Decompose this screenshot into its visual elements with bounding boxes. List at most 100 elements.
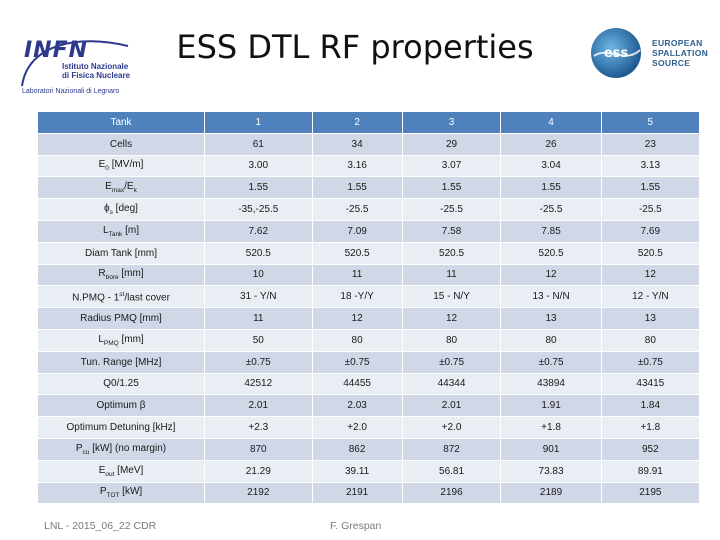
- table-cell: 1.55: [601, 177, 700, 200]
- table-cell: 15 - N/Y: [402, 286, 502, 309]
- table-cell: 2196: [402, 482, 502, 505]
- table-cell: ±0.75: [205, 351, 313, 374]
- header-cell: 2: [312, 112, 403, 134]
- table-row: ϕs [deg] -35,-25.5 -25.5 -25.5 -25.5 -25…: [38, 199, 700, 221]
- table-cell: ±0.75: [501, 351, 602, 374]
- ess-mark: ess: [604, 46, 629, 61]
- footer-date: LNL - 2015_06_22 CDR: [44, 520, 157, 532]
- table-row: Cells 61 34 29 26 23: [38, 133, 700, 156]
- row-label: PTOT [kW]: [38, 482, 205, 505]
- row-label: Optimum β: [38, 395, 205, 418]
- table-cell: 11: [205, 308, 313, 330]
- header-cell: 3: [402, 112, 502, 134]
- row-label: Rbore [mm]: [38, 264, 205, 287]
- table-cell: 61: [205, 133, 313, 156]
- table-cell: 3.04: [501, 155, 602, 178]
- ess-logo: ess EUROPEAN SPALLATION SOURCE: [582, 26, 714, 80]
- table-cell: ±0.75: [312, 351, 403, 374]
- table-row: Radius PMQ [mm] 11 12 12 13 13: [38, 308, 700, 330]
- table-cell: 31 - Y/N: [205, 286, 313, 309]
- table-row: Optimum Detuning [kHz] +2.3 +2.0 +2.0 +1…: [38, 417, 700, 439]
- table-cell: 901: [501, 438, 602, 461]
- slide-title: ESS DTL RF properties: [176, 28, 534, 66]
- table-cell: 2.01: [402, 395, 502, 418]
- table-cell: 13: [501, 308, 602, 330]
- table-cell: 23: [601, 133, 700, 156]
- table-cell: 12: [312, 308, 403, 330]
- table-cell: 56.81: [402, 460, 502, 483]
- table-cell: -25.5: [501, 199, 602, 221]
- table-cell: 2.03: [312, 395, 403, 418]
- table-cell: 12: [601, 264, 700, 287]
- row-label: Q0/1.25: [38, 373, 205, 396]
- row-label: Radius PMQ [mm]: [38, 308, 205, 330]
- footer-author: F. Grespan: [330, 520, 382, 532]
- table-row: Diam Tank [mm] 520.5 520.5 520.5 520.5 5…: [38, 242, 700, 265]
- table-cell: -25.5: [402, 199, 502, 221]
- row-label: Pcu [kW] (no margin): [38, 438, 205, 461]
- row-label: Eout [MeV]: [38, 460, 205, 483]
- infn-lab-name: Laboratori Nazionali di Legnaro: [22, 88, 120, 95]
- header-cell: 4: [501, 112, 602, 134]
- table-row: Emax/Ek 1.55 1.55 1.55 1.55 1.55: [38, 177, 700, 200]
- row-label: Tun. Range [MHz]: [38, 351, 205, 374]
- table-row: Eout [MeV] 21.29 39.11 56.81 73.83 89.91: [38, 460, 700, 483]
- table-cell: 12: [501, 264, 602, 287]
- row-label: E0 [MV/m]: [38, 155, 205, 178]
- table-cell: 13: [601, 308, 700, 330]
- table-header-row: Tank 1 2 3 4 5: [38, 112, 700, 134]
- table-row: Rbore [mm] 10 11 11 12 12: [38, 264, 700, 287]
- table-cell: 1.84: [601, 395, 700, 418]
- table-cell: 3.07: [402, 155, 502, 178]
- table-cell: +2.3: [205, 417, 313, 439]
- table-cell: 80: [312, 329, 403, 352]
- row-label: Emax/Ek: [38, 177, 205, 200]
- table-cell: 26: [501, 133, 602, 156]
- table-row: Pcu [kW] (no margin) 870 862 872 901 952: [38, 438, 700, 461]
- header-cell: Tank: [38, 112, 205, 134]
- table-cell: 29: [402, 133, 502, 156]
- table-row: LTank [m] 7.62 7.09 7.58 7.85 7.69: [38, 220, 700, 243]
- table-cell: 952: [601, 438, 700, 461]
- table-cell: 73.83: [501, 460, 602, 483]
- table-cell: ±0.75: [402, 351, 502, 374]
- infn-wordmark: INFN: [24, 38, 89, 63]
- header-cell: 1: [205, 112, 313, 134]
- table-cell: 7.85: [501, 220, 602, 243]
- table-cell: 43415: [601, 373, 700, 396]
- table-cell: 2189: [501, 482, 602, 505]
- table-row: Optimum β 2.01 2.03 2.01 1.91 1.84: [38, 395, 700, 418]
- table-cell: 862: [312, 438, 403, 461]
- table-cell: +2.0: [312, 417, 403, 439]
- table-cell: 7.58: [402, 220, 502, 243]
- table-cell: +2.0: [402, 417, 502, 439]
- table-cell: 1.55: [312, 177, 403, 200]
- table-cell: -35,-25.5: [205, 199, 313, 221]
- ess-wordmark: EUROPEAN SPALLATION SOURCE: [652, 38, 709, 68]
- table-cell: 2.01: [205, 395, 313, 418]
- table-cell: -25.5: [601, 199, 700, 221]
- table-cell: 872: [402, 438, 502, 461]
- infn-arc-icon: [21, 40, 129, 87]
- table-cell: 80: [402, 329, 502, 352]
- table-row: PTOT [kW] 2192 2191 2196 2189 2195: [38, 482, 700, 505]
- table-cell: 42512: [205, 373, 313, 396]
- table-cell: 520.5: [205, 242, 313, 265]
- table-cell: 7.62: [205, 220, 313, 243]
- table-cell: -25.5: [312, 199, 403, 221]
- table-cell: 2192: [205, 482, 313, 505]
- table-cell: 89.91: [601, 460, 700, 483]
- table-cell: 11: [312, 264, 403, 287]
- table-cell: +1.8: [601, 417, 700, 439]
- table-cell: 3.13: [601, 155, 700, 178]
- ess-globe-icon: ess: [591, 28, 641, 78]
- table-cell: 520.5: [501, 242, 602, 265]
- infn-subtitle: Istituto Nazionale di Fisica Nucleare: [62, 62, 131, 80]
- row-label: Diam Tank [mm]: [38, 242, 205, 265]
- row-label: Optimum Detuning [kHz]: [38, 417, 205, 439]
- table-row: LPMQ [mm] 50 80 80 80 80: [38, 329, 700, 352]
- row-label: LPMQ [mm]: [38, 329, 205, 352]
- table-cell: 1.91: [501, 395, 602, 418]
- table-cell: 80: [601, 329, 700, 352]
- table-cell: 1.55: [205, 177, 313, 200]
